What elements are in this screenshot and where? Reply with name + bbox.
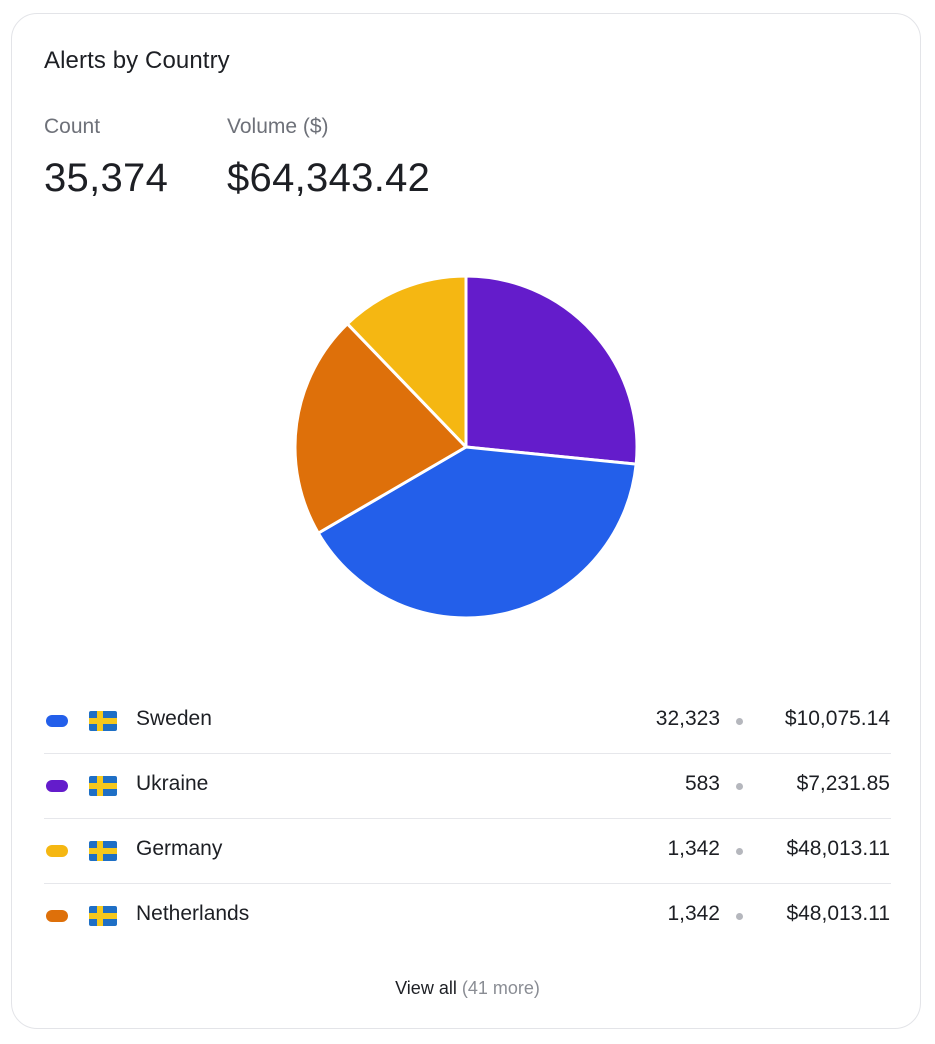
sweden-flag-icon bbox=[89, 776, 117, 796]
alert-volume: $48,013.11 bbox=[786, 837, 890, 860]
legend-swatch bbox=[46, 845, 68, 857]
alert-volume: $48,013.11 bbox=[786, 902, 890, 925]
alert-count: 583 bbox=[684, 772, 720, 795]
count-label: Count bbox=[44, 115, 101, 138]
card-title: Alerts by Country bbox=[44, 47, 230, 74]
country-name: Sweden bbox=[136, 707, 212, 730]
separator-dot bbox=[736, 718, 743, 725]
alert-count: 32,323 bbox=[655, 707, 720, 730]
country-name: Germany bbox=[136, 837, 223, 860]
alert-count: 1,342 bbox=[667, 902, 720, 925]
legend-row[interactable]: Germany 1,342 $48,013.11 bbox=[44, 819, 891, 884]
pie-slice-ukraine[interactable] bbox=[464, 274, 639, 466]
legend-row[interactable]: Netherlands 1,342 $48,013.11 bbox=[44, 884, 891, 949]
sweden-flag-icon bbox=[89, 841, 117, 861]
separator-dot bbox=[736, 913, 743, 920]
legend-row[interactable]: Sweden 32,323 $10,075.14 bbox=[44, 689, 891, 754]
more-count: (41 more) bbox=[461, 978, 540, 998]
count-value: 35,374 bbox=[44, 156, 169, 200]
separator-dot bbox=[736, 848, 743, 855]
view-all-label: View all bbox=[395, 978, 457, 998]
view-all-link[interactable]: View all (41 more) bbox=[0, 978, 935, 999]
country-name: Ukraine bbox=[136, 772, 209, 795]
legend-swatch bbox=[46, 715, 68, 727]
alert-volume: $7,231.85 bbox=[796, 772, 890, 795]
legend-swatch bbox=[46, 780, 68, 792]
sweden-flag-icon bbox=[89, 711, 117, 731]
sweden-flag-icon bbox=[89, 906, 117, 926]
volume-value: $64,343.42 bbox=[227, 156, 431, 200]
legend-swatch bbox=[46, 910, 68, 922]
volume-label: Volume ($) bbox=[227, 115, 329, 138]
separator-dot bbox=[736, 783, 743, 790]
country-name: Netherlands bbox=[136, 902, 250, 925]
alert-volume: $10,075.14 bbox=[784, 707, 890, 730]
pie-slice-netherlands[interactable] bbox=[293, 322, 468, 535]
alert-count: 1,342 bbox=[667, 837, 720, 860]
legend-row[interactable]: Ukraine 583 $7,231.85 bbox=[44, 754, 891, 819]
pie-slice-germany[interactable] bbox=[345, 274, 468, 449]
pie-slice-sweden[interactable] bbox=[316, 445, 638, 620]
